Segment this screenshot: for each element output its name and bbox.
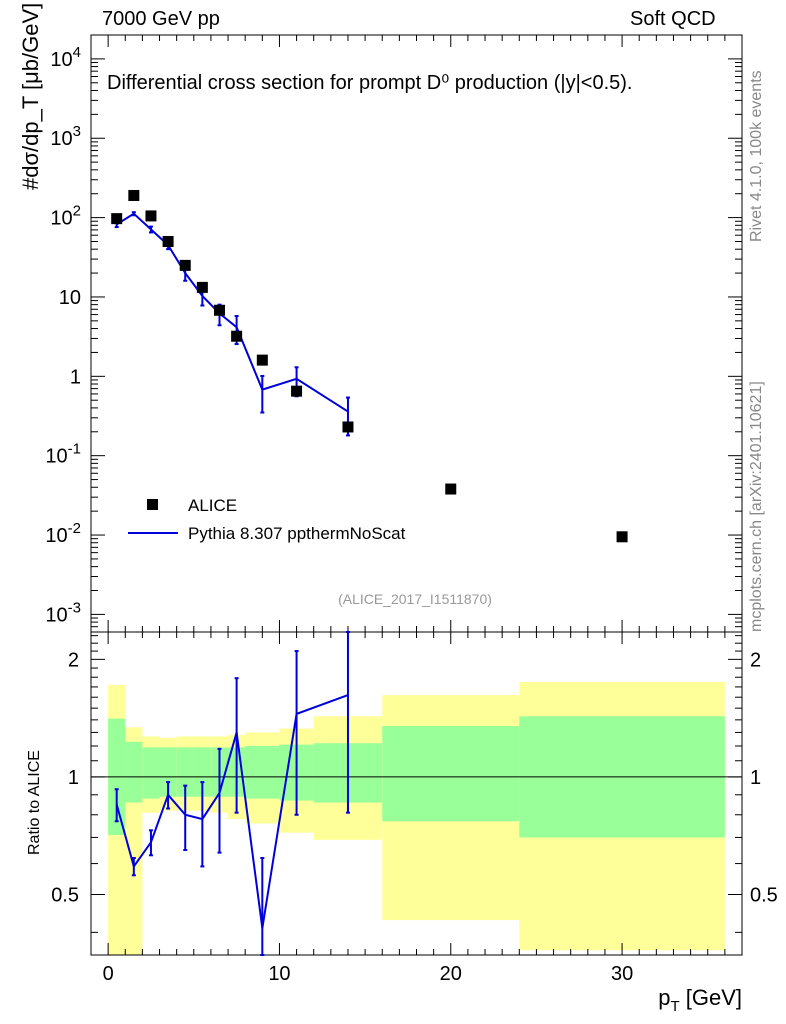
rivet-label: Rivet 4.1.0, 100k events — [748, 70, 765, 242]
y-tick-label: 104 — [50, 44, 81, 71]
data-point — [196, 281, 208, 293]
ratio-tick-label-right: 2 — [750, 649, 761, 671]
data-point — [128, 189, 140, 201]
ratio-tick-label-right: 0.5 — [750, 885, 778, 907]
analysis-id: (ALICE_2017_I1511870) — [338, 591, 492, 607]
x-tick-label: 30 — [611, 963, 633, 985]
chart-title: Differential cross section for prompt D⁰… — [107, 72, 632, 94]
data-point — [213, 304, 225, 316]
ratio-band-stat — [382, 726, 520, 822]
y-tick-label: 10-1 — [45, 441, 81, 468]
x-tick-label: 10 — [268, 963, 290, 985]
y-tick-label: 103 — [50, 123, 81, 150]
mc-line — [116, 212, 349, 413]
data-point — [162, 235, 174, 247]
ratio-tick-label-right: 1 — [750, 767, 761, 789]
ratio-tick-label: 0.5 — [51, 885, 79, 907]
data-point — [256, 354, 268, 366]
ratio-band-stat — [193, 747, 211, 797]
data-point — [291, 385, 303, 397]
x-axis-label: pT [GeV] — [658, 985, 742, 1015]
category-label: Soft QCD — [630, 8, 716, 30]
data-point — [616, 531, 628, 543]
y-axis-label-text: #dσ/dp_T [μb/GeV] — [18, 3, 43, 190]
ratio-band-stat — [142, 747, 160, 799]
ratio-y-axis-label-text: Ratio to ALICE — [26, 750, 43, 855]
ratio-band-stat — [159, 747, 177, 797]
ratio-tick-label: 1 — [68, 767, 79, 789]
data-point — [145, 210, 157, 222]
ratio-y-axis-label: Ratio to ALICE — [26, 750, 43, 855]
ratio-band-stat — [125, 741, 143, 803]
y-tick-label: 10 — [59, 287, 81, 309]
y-tick-label: 1 — [70, 366, 81, 388]
data-point — [231, 330, 243, 342]
data-point — [111, 213, 123, 225]
ratio-band-stat — [245, 746, 280, 799]
y-tick-label: 102 — [50, 203, 81, 230]
ratio-band-stat — [176, 747, 194, 797]
mcplots-label: mcplots.cern.ch [arXiv:2401.10621] — [748, 381, 765, 632]
y-tick-label: 10-3 — [45, 599, 81, 626]
legend-mc-label: Pythia 8.307 ppthermNoScat — [188, 524, 406, 543]
legend-data-label: ALICE — [188, 496, 237, 515]
legend-data-marker — [147, 499, 158, 510]
y-tick-label: 10-2 — [45, 520, 81, 547]
data-point — [445, 483, 457, 495]
ratio-tick-label: 2 — [68, 649, 79, 671]
x-tick-label: 0 — [103, 963, 114, 985]
y-axis-label: #dσ/dp_T [μb/GeV] — [18, 3, 43, 190]
energy-label: 7000 GeV pp — [102, 8, 220, 30]
x-tick-label: 20 — [440, 963, 462, 985]
data-point — [179, 259, 191, 271]
data-point — [342, 421, 354, 433]
